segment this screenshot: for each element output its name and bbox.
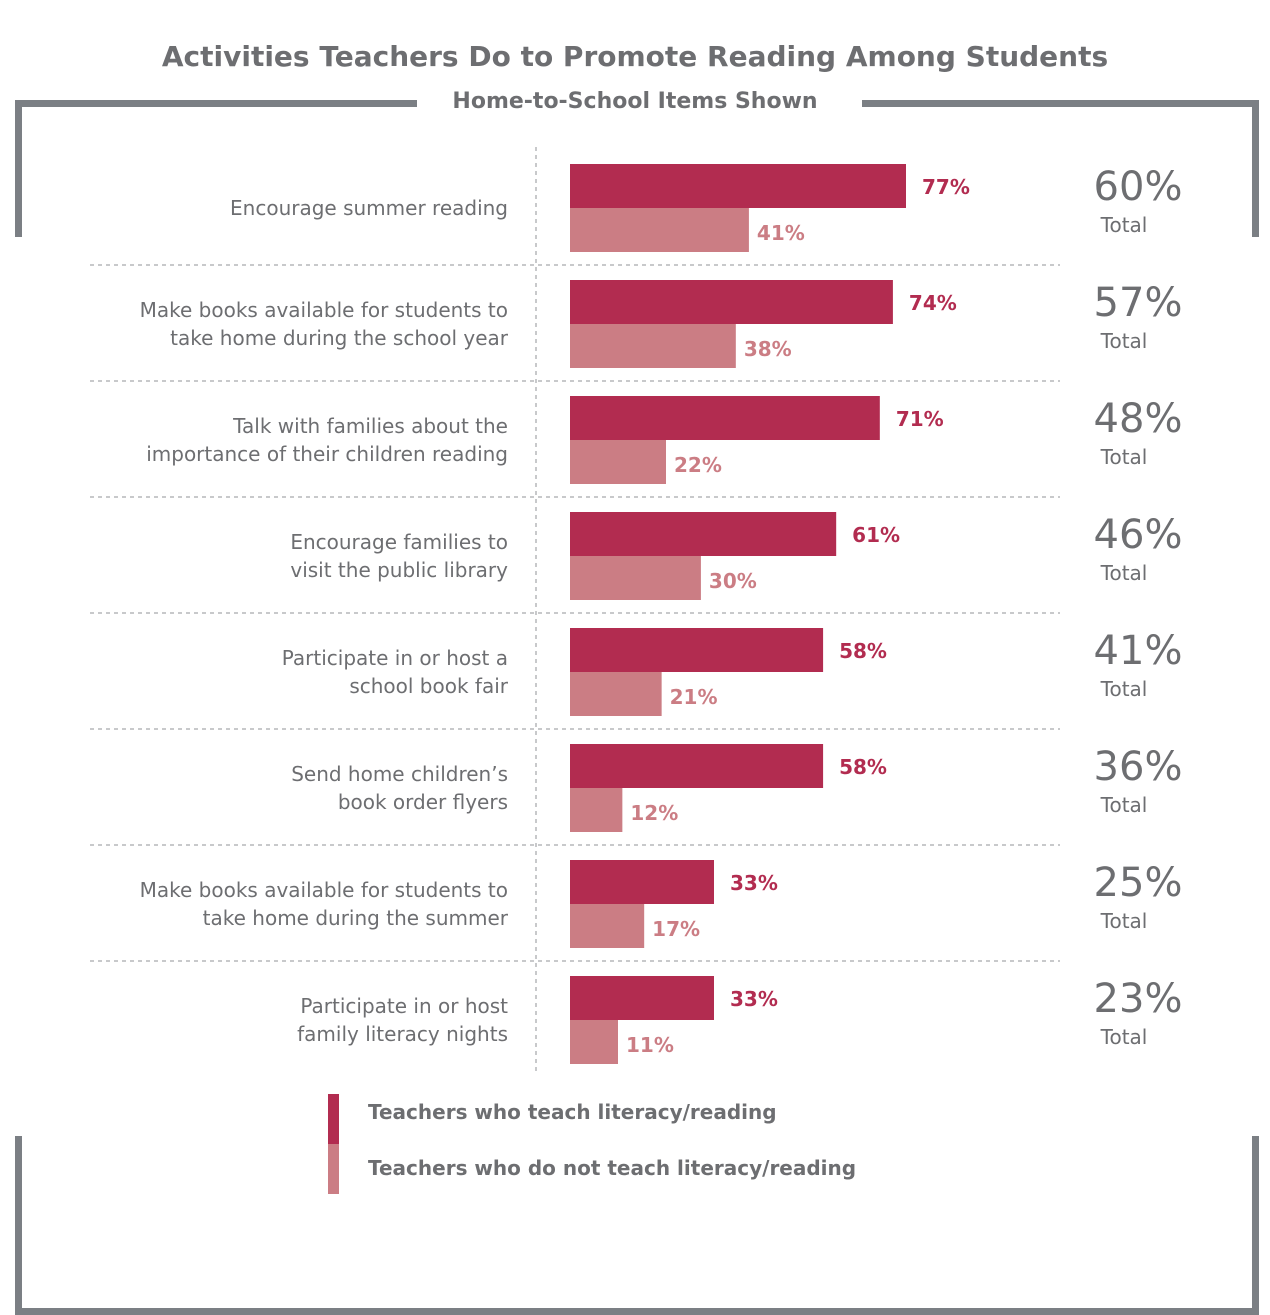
bar-literacy xyxy=(570,744,824,788)
chart-subtitle: Home-to-School Items Shown xyxy=(452,89,818,114)
frame-bottom xyxy=(15,1308,1259,1315)
total-value: 36% xyxy=(1094,744,1183,790)
category-label: Talk with families about the xyxy=(232,414,508,438)
total-value: 25% xyxy=(1094,860,1183,906)
legend-label-non-literacy: Teachers who do not teach literacy/readi… xyxy=(368,1156,857,1180)
category-label: take home during the summer xyxy=(203,906,509,930)
category-label: Participate in or host xyxy=(300,994,508,1018)
total-label: Total xyxy=(1100,793,1148,817)
total-label: Total xyxy=(1100,329,1148,353)
value-label-literacy: 77% xyxy=(922,175,970,199)
bar-literacy xyxy=(570,628,824,672)
value-label-literacy: 71% xyxy=(896,407,944,431)
bar-non-literacy xyxy=(570,788,623,832)
value-label-literacy: 33% xyxy=(730,987,778,1011)
category-label: importance of their children reading xyxy=(146,442,508,466)
bar-non-literacy xyxy=(570,1020,618,1064)
value-label-non-literacy: 38% xyxy=(744,337,792,361)
value-label-non-literacy: 12% xyxy=(630,801,678,825)
total-value: 41% xyxy=(1094,628,1183,674)
frame-right-upper xyxy=(1252,100,1259,237)
total-value: 46% xyxy=(1094,512,1183,558)
value-label-non-literacy: 21% xyxy=(670,685,718,709)
bar-non-literacy xyxy=(570,208,749,252)
bar-non-literacy xyxy=(570,324,736,368)
category-label: Encourage families to xyxy=(290,530,508,554)
frame-left-upper xyxy=(15,100,22,237)
total-label: Total xyxy=(1100,561,1148,585)
frame-top-right xyxy=(862,100,1259,107)
value-label-literacy: 58% xyxy=(839,755,887,779)
category-label: family literacy nights xyxy=(297,1022,508,1046)
value-label-literacy: 61% xyxy=(852,523,900,547)
frame-top-left xyxy=(15,100,417,107)
bar-literacy xyxy=(570,280,893,324)
chart-title: Activities Teachers Do to Promote Readin… xyxy=(161,40,1109,73)
value-label-non-literacy: 22% xyxy=(674,453,722,477)
total-label: Total xyxy=(1100,909,1148,933)
bar-literacy xyxy=(570,976,714,1020)
total-value: 60% xyxy=(1094,164,1183,210)
category-label: Make books available for students to xyxy=(140,878,508,902)
category-label: take home during the school year xyxy=(170,326,509,350)
category-label: Participate in or host a xyxy=(282,646,508,670)
category-label: visit the public library xyxy=(290,558,508,582)
category-label: Make books available for students to xyxy=(140,298,508,322)
legend-swatch-non-literacy xyxy=(328,1144,339,1194)
legend-swatch-literacy xyxy=(328,1094,339,1144)
frame-right-lower xyxy=(1252,1136,1259,1315)
legend-label-literacy: Teachers who teach literacy/reading xyxy=(368,1100,777,1124)
total-value: 48% xyxy=(1094,396,1183,442)
value-label-non-literacy: 30% xyxy=(709,569,757,593)
bar-literacy xyxy=(570,164,906,208)
value-label-literacy: 33% xyxy=(730,871,778,895)
frame-left-lower xyxy=(15,1136,22,1315)
total-label: Total xyxy=(1100,677,1148,701)
category-label: Encourage summer reading xyxy=(230,196,508,220)
total-label: Total xyxy=(1100,1025,1148,1049)
category-label: book order flyers xyxy=(338,790,508,814)
value-label-non-literacy: 41% xyxy=(757,221,805,245)
bar-non-literacy xyxy=(570,904,645,948)
total-label: Total xyxy=(1100,445,1148,469)
bar-literacy xyxy=(570,512,837,556)
total-value: 23% xyxy=(1094,976,1183,1022)
bar-non-literacy xyxy=(570,440,666,484)
total-value: 57% xyxy=(1094,280,1183,326)
bar-non-literacy xyxy=(570,556,701,600)
bar-non-literacy xyxy=(570,672,662,716)
category-label: school book fair xyxy=(349,674,508,698)
value-label-non-literacy: 17% xyxy=(652,917,700,941)
total-label: Total xyxy=(1100,213,1148,237)
value-label-literacy: 74% xyxy=(909,291,957,315)
value-label-literacy: 58% xyxy=(839,639,887,663)
bar-literacy xyxy=(570,396,880,440)
category-label: Send home children’s xyxy=(291,762,508,786)
value-label-non-literacy: 11% xyxy=(626,1033,674,1057)
bar-literacy xyxy=(570,860,714,904)
